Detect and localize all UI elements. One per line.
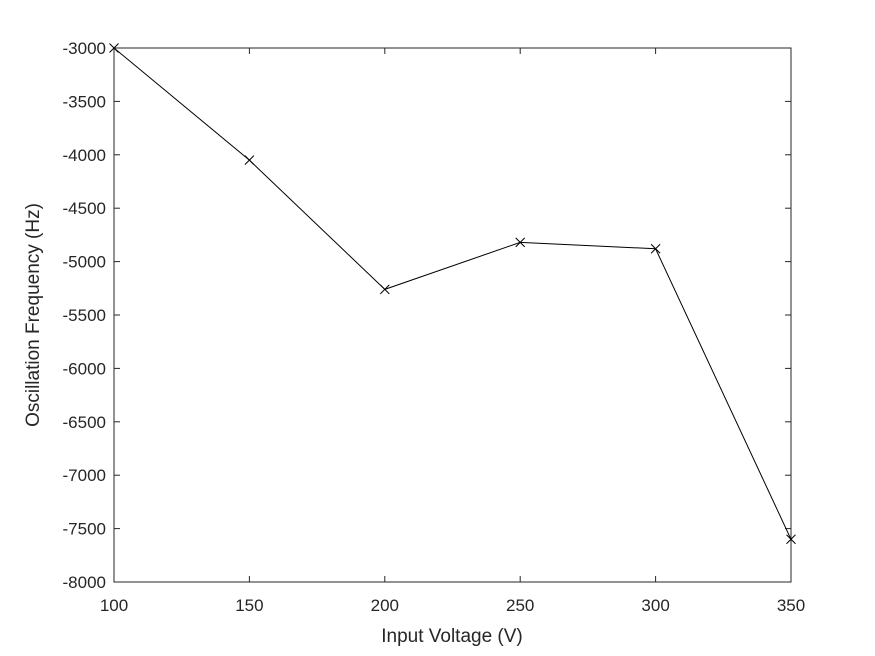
x-tick-label: 200	[371, 596, 399, 615]
y-axis-title: Oscillation Frequency (Hz)	[23, 203, 44, 427]
data-point	[109, 43, 119, 53]
y-tick-label: -5000	[63, 253, 106, 272]
y-tick-label: -6500	[63, 413, 106, 432]
y-tick-label: -4000	[63, 146, 106, 165]
y-tick-label: -4500	[63, 199, 106, 218]
x-tick-label: 350	[777, 596, 805, 615]
y-tick-label: -3000	[63, 39, 106, 58]
x-tick-label: 250	[506, 596, 534, 615]
x-tick-label: 100	[100, 596, 128, 615]
axis-ticks	[113, 47, 792, 583]
plot-area	[113, 47, 792, 583]
data-point	[515, 237, 526, 248]
data-point	[650, 243, 661, 254]
y-tick-label: -5500	[63, 306, 106, 325]
x-tick-label: 150	[235, 596, 263, 615]
series-line	[113, 47, 792, 540]
y-tick-label: -3500	[63, 92, 106, 111]
x-tick-label: 300	[641, 596, 669, 615]
axis-tick-labels: 100 150 200 250 300 350 -3000 -3500 -4000 -4500 -5…	[63, 39, 806, 615]
data-point	[786, 534, 796, 545]
y-tick-label: -7500	[63, 520, 106, 539]
y-tick-label: -7000	[63, 466, 106, 485]
y-tick-label: -6000	[63, 359, 106, 378]
data-point	[244, 155, 255, 165]
data-point	[379, 284, 390, 295]
data-markers	[109, 43, 796, 545]
series-lines	[113, 47, 792, 540]
y-tick-label: -8000	[63, 573, 106, 592]
x-axis-title: Input Voltage (V)	[381, 626, 523, 647]
